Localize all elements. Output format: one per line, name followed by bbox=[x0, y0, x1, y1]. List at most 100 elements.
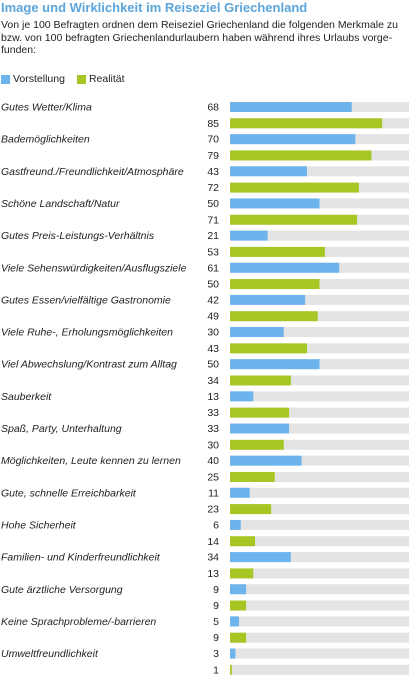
legend-label-realitaet: Realität bbox=[88, 73, 125, 85]
bar-realitaet bbox=[230, 246, 325, 257]
bar-vorstellung bbox=[230, 166, 307, 177]
bar-track bbox=[230, 504, 409, 515]
bar-track bbox=[230, 519, 409, 530]
bar-vorstellung bbox=[230, 294, 306, 305]
category-label: Umweltfreundlichkeit bbox=[1, 648, 99, 660]
bar-realitaet bbox=[230, 504, 272, 515]
bar-track bbox=[230, 230, 409, 241]
bar-vorstellung bbox=[230, 423, 290, 434]
category-label: Möglichkeiten, Leute kennen zu lernen bbox=[1, 455, 181, 467]
category-label: Schöne Landschaft/Natur bbox=[1, 198, 120, 210]
value-label-vorstellung: 5 bbox=[213, 616, 219, 628]
bar-track bbox=[230, 407, 409, 418]
bar-realitaet bbox=[230, 471, 275, 482]
value-label-vorstellung: 13 bbox=[207, 391, 219, 403]
bar-track bbox=[230, 327, 409, 338]
value-label-realitaet: 72 bbox=[207, 182, 219, 194]
bar-realitaet bbox=[230, 407, 290, 418]
legend-swatch-realitaet bbox=[76, 74, 86, 84]
value-label-realitaet: 13 bbox=[207, 568, 219, 580]
bar-vorstellung bbox=[230, 134, 356, 145]
value-label-realitaet: 71 bbox=[207, 214, 219, 226]
category-label: Gastfreund./Freundlichkeit/Atmosphäre bbox=[1, 166, 184, 178]
category-label: Gutes Essen/vielfältige Gastronomie bbox=[1, 294, 171, 306]
value-label-realitaet: 1 bbox=[213, 664, 219, 676]
value-label-vorstellung: 21 bbox=[207, 230, 219, 242]
bar-track bbox=[230, 568, 409, 579]
value-label-vorstellung: 40 bbox=[207, 455, 219, 467]
bar-realitaet bbox=[230, 439, 284, 450]
value-label-vorstellung: 68 bbox=[207, 102, 219, 114]
bar-realitaet bbox=[230, 279, 320, 290]
value-label-realitaet: 33 bbox=[207, 407, 219, 419]
category-label: Hohe Sicherheit bbox=[1, 519, 77, 531]
bar-realitaet bbox=[230, 118, 383, 129]
bar-vorstellung bbox=[230, 455, 302, 466]
value-label-realitaet: 30 bbox=[207, 439, 219, 451]
bar-track bbox=[230, 648, 409, 659]
bar-vorstellung bbox=[230, 359, 320, 370]
value-label-vorstellung: 34 bbox=[207, 552, 219, 564]
bar-realitaet bbox=[230, 311, 318, 322]
bar-track bbox=[230, 584, 409, 595]
bar-vorstellung bbox=[230, 584, 247, 595]
bar-vorstellung bbox=[230, 616, 239, 627]
bar-track bbox=[230, 471, 409, 482]
bar-track bbox=[230, 166, 409, 177]
bar-vorstellung bbox=[230, 519, 241, 530]
bar-vorstellung bbox=[230, 262, 340, 273]
category-label: Gute, schnelle Erreichbarkeit bbox=[1, 487, 137, 499]
category-label: Gutes Preis-Leistungs-Verhältnis bbox=[1, 230, 155, 242]
value-label-vorstellung: 50 bbox=[207, 359, 219, 371]
value-label-realitaet: 79 bbox=[207, 150, 219, 162]
bar-vorstellung bbox=[230, 487, 250, 498]
category-label: Gutes Wetter/Klima bbox=[1, 102, 92, 114]
value-label-vorstellung: 33 bbox=[207, 423, 219, 435]
chart-intro: Von je 100 Befragten ordnen dem Reisezie… bbox=[1, 19, 398, 56]
value-label-realitaet: 23 bbox=[207, 504, 219, 516]
category-label: Sauberkeit bbox=[1, 391, 52, 403]
value-label-realitaet: 53 bbox=[207, 246, 219, 258]
category-label: Keine Sprachprobleme/-barrieren bbox=[1, 616, 156, 628]
bar-realitaet bbox=[230, 182, 359, 193]
legend-label-vorstellung: Vorstellung bbox=[13, 73, 65, 85]
bar-vorstellung bbox=[230, 552, 291, 563]
bar-track bbox=[230, 423, 409, 434]
value-label-realitaet: 14 bbox=[207, 536, 219, 548]
category-label: Familien- und Kinderfreundlichkeit bbox=[1, 552, 161, 564]
category-label: Spaß, Party, Unterhaltung bbox=[1, 423, 122, 435]
bar-track bbox=[230, 439, 409, 450]
value-label-vorstellung: 42 bbox=[207, 294, 219, 306]
bar-vorstellung bbox=[230, 102, 352, 112]
value-label-vorstellung: 30 bbox=[207, 327, 219, 339]
value-label-realitaet: 43 bbox=[207, 343, 219, 355]
value-label-realitaet: 25 bbox=[207, 471, 219, 483]
value-label-realitaet: 85 bbox=[207, 118, 219, 130]
bar-track bbox=[230, 455, 409, 466]
value-label-vorstellung: 43 bbox=[207, 166, 219, 178]
bar-track bbox=[230, 632, 409, 643]
bar-realitaet bbox=[230, 632, 247, 643]
chart-title: Image und Wirklichkeit im Reiseziel Grie… bbox=[1, 0, 308, 15]
category-label: Viele Sehenswürdigkeiten/Ausflugsziele bbox=[1, 262, 187, 274]
bar-realitaet bbox=[230, 664, 232, 675]
bar-realitaet bbox=[230, 375, 291, 386]
bar-realitaet bbox=[230, 214, 358, 225]
value-label-realitaet: 34 bbox=[207, 375, 219, 387]
value-label-vorstellung: 50 bbox=[207, 198, 219, 210]
bar-vorstellung bbox=[230, 648, 236, 659]
legend: Vorstellung Realität bbox=[1, 72, 137, 86]
bar-track bbox=[230, 536, 409, 547]
bar-realitaet bbox=[230, 536, 256, 547]
value-label-vorstellung: 70 bbox=[207, 134, 219, 146]
value-label-vorstellung: 6 bbox=[213, 519, 219, 531]
value-label-vorstellung: 11 bbox=[208, 487, 219, 499]
bar-track bbox=[230, 664, 409, 675]
bar-track bbox=[230, 391, 409, 402]
bar-track bbox=[230, 487, 409, 498]
bar-vorstellung bbox=[230, 391, 254, 402]
value-label-vorstellung: 61 bbox=[207, 262, 219, 274]
value-label-vorstellung: 3 bbox=[213, 648, 219, 660]
bar-track bbox=[230, 343, 409, 354]
